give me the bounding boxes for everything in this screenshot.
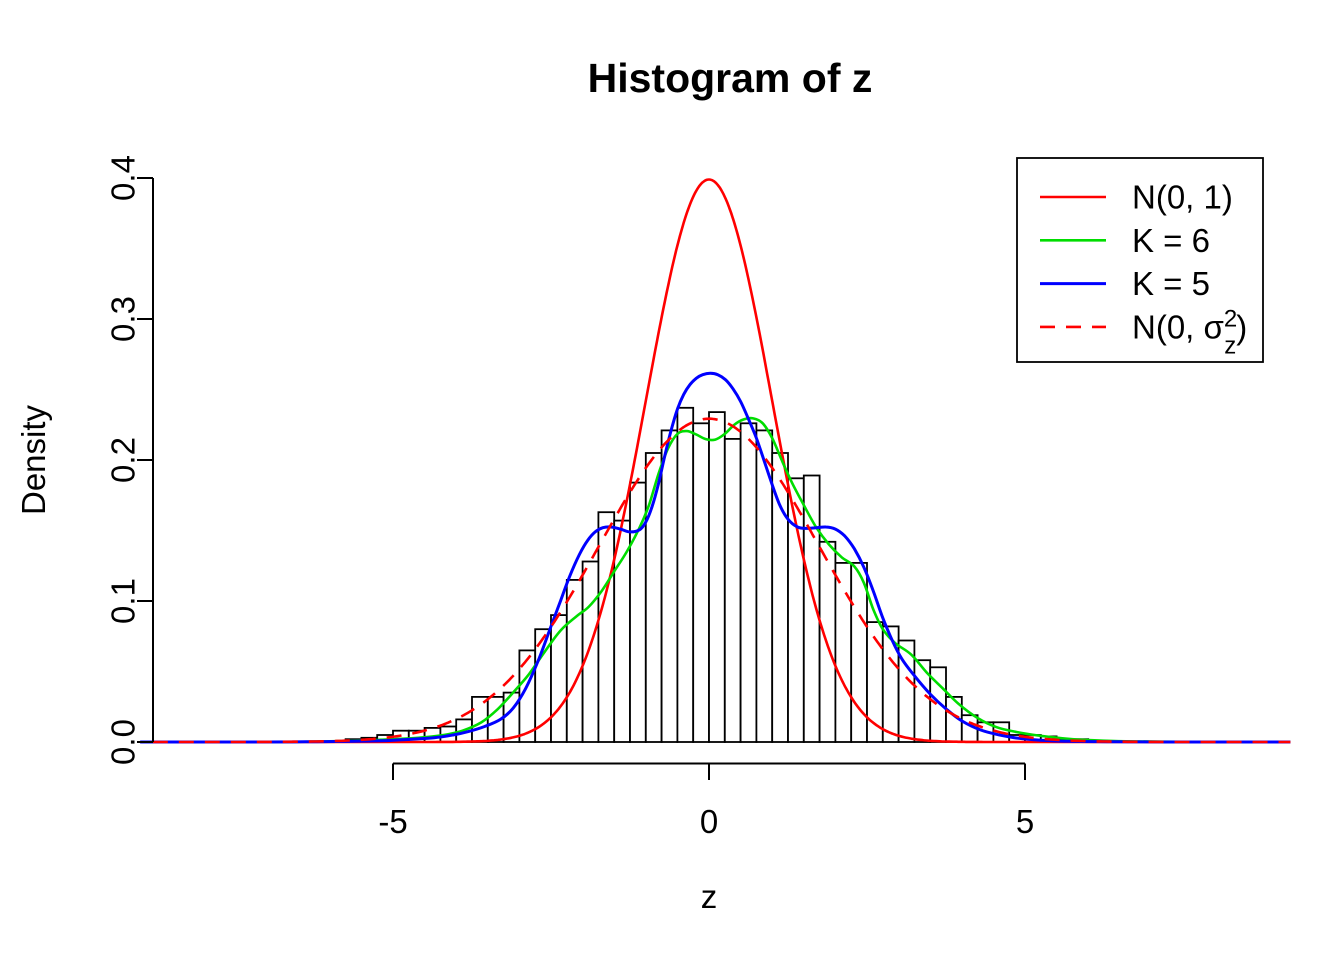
histogram-bar [692,422,710,743]
axes: -5 0 5 0.0 0.1 0.2 0.3 0.4 [105,155,1034,840]
x-axis-label: z [701,878,718,915]
legend-label: N(0, 1) [1132,179,1233,216]
legend-item-k6: K = 6 [1040,222,1210,259]
curve-n0sz [152,417,1291,744]
histogram-bar [676,406,695,743]
chart-title: Histogram of z [588,55,873,101]
histogram-bar [660,429,679,743]
histogram-bar [723,437,742,743]
density-curves [140,178,1291,744]
curve-k6 [140,416,1291,744]
y-tick-label: 0.3 [105,296,142,342]
histogram-bar [739,422,758,743]
x-tick-label: -5 [378,803,407,840]
histogram-bar [581,560,600,743]
legend-label: N(0, σ2 z) [1132,305,1247,359]
x-tick-label: 5 [1016,803,1034,840]
legend-label: K = 6 [1132,222,1210,259]
y-tick-label: 0.0 [105,719,142,765]
histogram-bar [565,579,584,743]
y-tick-label: 0.2 [105,437,142,483]
legend: N(0, 1) K = 6 K = 5N(0, σ2 z) [1016,157,1264,363]
legend-item-n0sz: N(0, σ2 z) [1040,305,1247,359]
histogram-bar [834,562,853,743]
histogram-bar [771,452,789,743]
legend-box [1016,157,1264,363]
histogram-bar [597,511,616,743]
legend-label: K = 5 [1132,265,1210,302]
y-tick-label: 0.1 [105,578,142,624]
curve-k5 [140,371,1291,744]
x-tick-label: 0 [700,803,718,840]
legend-item-k5: K = 5 [1040,265,1210,302]
histogram-bars [344,406,1090,743]
y-axis-label: Density [15,404,52,515]
legend-item-n01: N(0, 1) [1040,179,1233,216]
histogram-bar [708,411,726,743]
y-tick-label: 0.4 [105,155,142,201]
